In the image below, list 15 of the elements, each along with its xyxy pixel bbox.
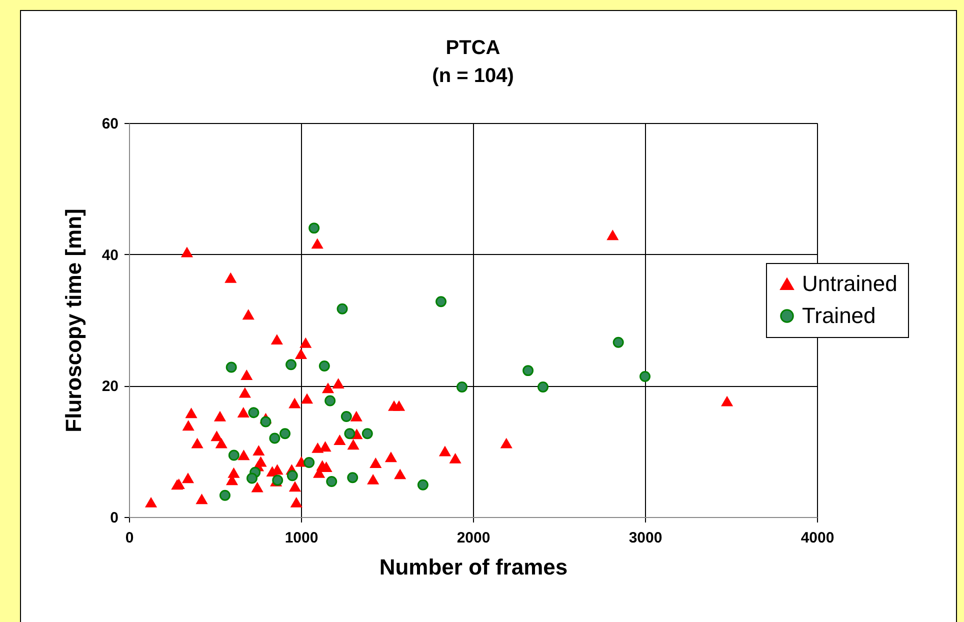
y-tick-label: 60: [102, 116, 118, 132]
x-tick-label: 1000: [284, 530, 318, 546]
y-tick-label: 0: [110, 510, 118, 526]
x-tick-label: 3000: [628, 530, 662, 546]
chart-subtitle: (n = 104): [432, 65, 514, 87]
y-axis-title: Fluroscopy time [mn]: [60, 208, 86, 432]
x-axis-title: Number of frames: [379, 554, 568, 580]
x-tick-label: 4000: [800, 530, 834, 546]
y-tick-label: 40: [102, 246, 118, 264]
x-tick-label: 0: [125, 530, 134, 546]
x-tick-label: 2000: [456, 530, 490, 546]
legend-label: Trained: [802, 303, 876, 328]
legend-label: Untrained: [802, 271, 898, 296]
y-tick-label: 20: [102, 378, 118, 396]
chart-title: PTCA: [446, 37, 500, 59]
